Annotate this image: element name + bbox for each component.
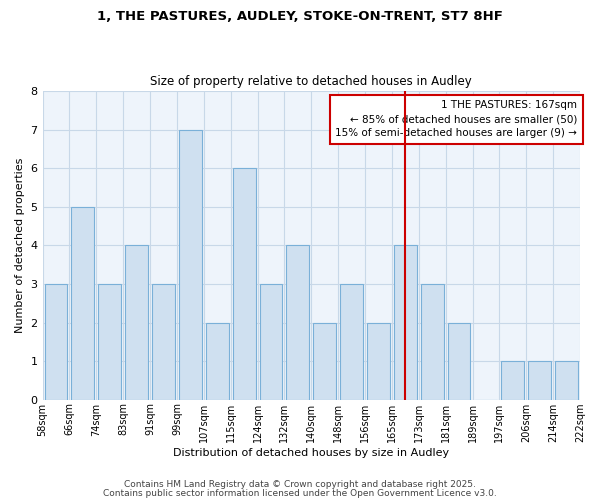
X-axis label: Distribution of detached houses by size in Audley: Distribution of detached houses by size … (173, 448, 449, 458)
Bar (367, 322, 390, 400)
Text: Contains HM Land Registry data © Crown copyright and database right 2025.: Contains HM Land Registry data © Crown c… (124, 480, 476, 489)
Bar (233, 168, 256, 400)
Bar (125, 246, 148, 400)
Y-axis label: Number of detached properties: Number of detached properties (15, 158, 25, 333)
Bar (98, 284, 121, 400)
Bar (206, 322, 229, 400)
Bar (44, 284, 67, 400)
Bar (179, 130, 202, 400)
Text: 1 THE PASTURES: 167sqm
← 85% of detached houses are smaller (50)
15% of semi-det: 1 THE PASTURES: 167sqm ← 85% of detached… (335, 100, 577, 138)
Bar (394, 246, 417, 400)
Bar (286, 246, 309, 400)
Bar (528, 361, 551, 400)
Bar (71, 207, 94, 400)
Bar (448, 322, 470, 400)
Bar (555, 361, 578, 400)
Bar (340, 284, 363, 400)
Bar (260, 284, 283, 400)
Text: Contains public sector information licensed under the Open Government Licence v3: Contains public sector information licen… (103, 488, 497, 498)
Bar (313, 322, 336, 400)
Bar (152, 284, 175, 400)
Bar (502, 361, 524, 400)
Title: Size of property relative to detached houses in Audley: Size of property relative to detached ho… (151, 76, 472, 88)
Bar (421, 284, 443, 400)
Text: 1, THE PASTURES, AUDLEY, STOKE-ON-TRENT, ST7 8HF: 1, THE PASTURES, AUDLEY, STOKE-ON-TRENT,… (97, 10, 503, 23)
